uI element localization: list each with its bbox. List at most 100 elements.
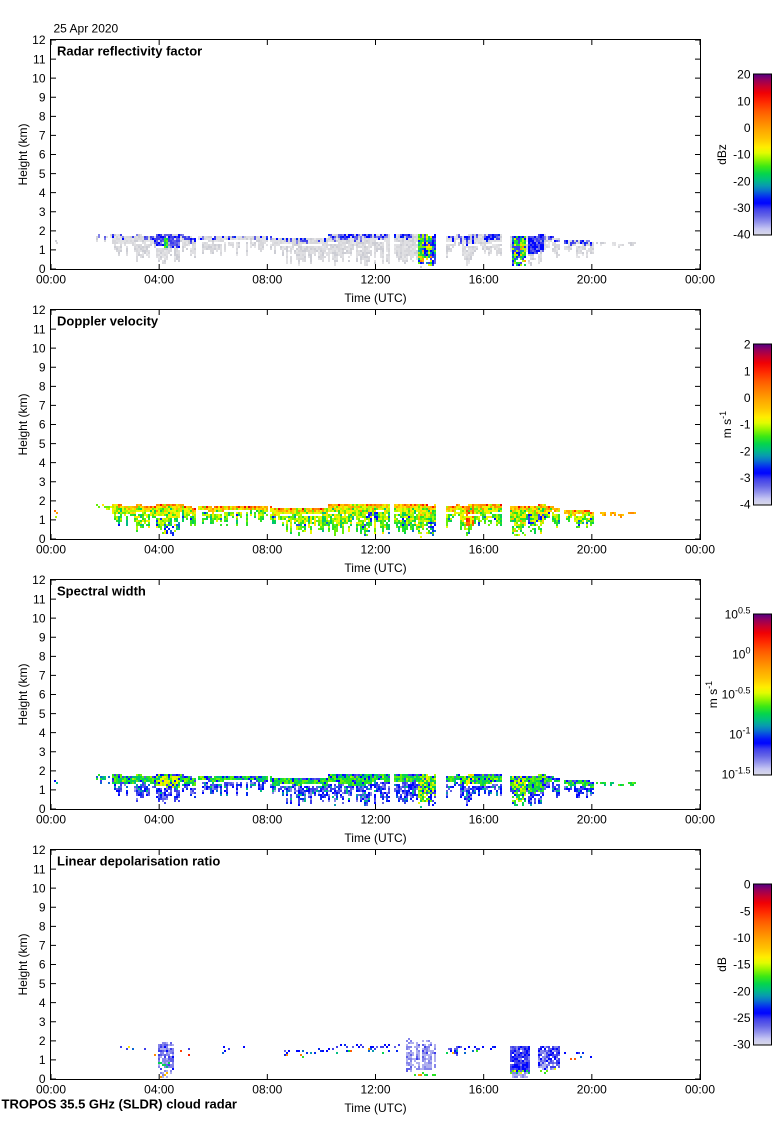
svg-text:5: 5 bbox=[39, 707, 46, 721]
svg-text:-1: -1 bbox=[740, 418, 751, 432]
svg-text:08:00: 08:00 bbox=[252, 813, 282, 827]
svg-text:-30: -30 bbox=[733, 201, 751, 215]
svg-text:0: 0 bbox=[39, 802, 46, 816]
svg-text:00:00: 00:00 bbox=[36, 273, 66, 287]
svg-text:1: 1 bbox=[39, 1053, 46, 1067]
svg-text:2: 2 bbox=[39, 224, 46, 238]
svg-text:00:00: 00:00 bbox=[685, 273, 715, 287]
svg-text:16:00: 16:00 bbox=[469, 273, 499, 287]
svg-text:12: 12 bbox=[32, 843, 46, 857]
svg-text:20: 20 bbox=[737, 68, 751, 82]
svg-text:11: 11 bbox=[33, 862, 46, 876]
svg-text:11: 11 bbox=[33, 52, 46, 66]
svg-text:0: 0 bbox=[744, 878, 751, 892]
svg-text:00:00: 00:00 bbox=[685, 813, 715, 827]
svg-text:20:00: 20:00 bbox=[577, 813, 607, 827]
svg-text:Linear depolarisation ratio: Linear depolarisation ratio bbox=[57, 854, 220, 869]
svg-text:00:00: 00:00 bbox=[685, 1083, 715, 1097]
svg-text:20:00: 20:00 bbox=[577, 1083, 607, 1097]
svg-text:-10: -10 bbox=[733, 148, 751, 162]
svg-text:-20: -20 bbox=[733, 174, 751, 188]
svg-text:-4: -4 bbox=[740, 498, 751, 512]
svg-text:8: 8 bbox=[39, 650, 46, 664]
svg-text:2: 2 bbox=[744, 338, 751, 352]
svg-text:1: 1 bbox=[39, 783, 46, 797]
svg-text:3: 3 bbox=[39, 475, 46, 489]
svg-text:-30: -30 bbox=[733, 1038, 751, 1052]
svg-text:-25: -25 bbox=[733, 1011, 751, 1025]
svg-text:8: 8 bbox=[39, 920, 46, 934]
svg-text:1: 1 bbox=[744, 364, 751, 378]
svg-text:Doppler velocity: Doppler velocity bbox=[57, 314, 159, 329]
svg-text:7: 7 bbox=[39, 399, 46, 413]
svg-text:04:00: 04:00 bbox=[144, 1083, 174, 1097]
svg-text:dB: dB bbox=[715, 957, 729, 972]
svg-text:5: 5 bbox=[39, 977, 46, 991]
svg-text:12: 12 bbox=[32, 573, 46, 587]
svg-text:12:00: 12:00 bbox=[360, 1083, 390, 1097]
svg-text:6: 6 bbox=[39, 688, 46, 702]
svg-text:4: 4 bbox=[39, 186, 46, 200]
svg-text:-2: -2 bbox=[740, 444, 751, 458]
svg-text:7: 7 bbox=[39, 669, 46, 683]
svg-text:6: 6 bbox=[39, 958, 46, 972]
svg-text:8: 8 bbox=[39, 380, 46, 394]
svg-text:10: 10 bbox=[737, 94, 751, 108]
svg-text:Spectral width: Spectral width bbox=[57, 584, 146, 599]
svg-text:0: 0 bbox=[39, 1072, 46, 1086]
svg-text:6: 6 bbox=[39, 418, 46, 432]
svg-text:3: 3 bbox=[39, 745, 46, 759]
svg-text:12:00: 12:00 bbox=[360, 813, 390, 827]
svg-text:Time (UTC): Time (UTC) bbox=[344, 831, 406, 845]
svg-text:7: 7 bbox=[39, 129, 46, 143]
svg-text:04:00: 04:00 bbox=[144, 813, 174, 827]
svg-text:-15: -15 bbox=[733, 958, 751, 972]
svg-text:Time (UTC): Time (UTC) bbox=[344, 561, 406, 575]
svg-text:5: 5 bbox=[39, 437, 46, 451]
svg-text:9: 9 bbox=[39, 631, 46, 645]
svg-text:Height (km): Height (km) bbox=[16, 933, 30, 995]
svg-text:10: 10 bbox=[32, 611, 46, 625]
svg-text:00:00: 00:00 bbox=[685, 543, 715, 557]
svg-text:-10: -10 bbox=[733, 931, 751, 945]
svg-text:12:00: 12:00 bbox=[360, 543, 390, 557]
svg-text:20:00: 20:00 bbox=[577, 543, 607, 557]
svg-text:10: 10 bbox=[32, 881, 46, 895]
svg-text:10: 10 bbox=[32, 71, 46, 85]
svg-text:-5: -5 bbox=[740, 904, 751, 918]
svg-text:12: 12 bbox=[32, 33, 46, 47]
svg-text:00:00: 00:00 bbox=[36, 543, 66, 557]
svg-text:9: 9 bbox=[39, 901, 46, 915]
svg-text:1: 1 bbox=[39, 513, 46, 527]
svg-text:16:00: 16:00 bbox=[469, 543, 499, 557]
svg-text:4: 4 bbox=[39, 726, 46, 740]
svg-text:9: 9 bbox=[39, 360, 46, 374]
svg-text:00:00: 00:00 bbox=[36, 813, 66, 827]
svg-text:TROPOS 35.5 GHz (SLDR) cloud r: TROPOS 35.5 GHz (SLDR) cloud radar bbox=[2, 1097, 238, 1112]
svg-text:3: 3 bbox=[39, 205, 46, 219]
svg-text:4: 4 bbox=[39, 456, 46, 470]
svg-text:0: 0 bbox=[744, 121, 751, 135]
svg-text:0: 0 bbox=[39, 262, 46, 276]
svg-text:Time (UTC): Time (UTC) bbox=[344, 291, 406, 305]
svg-text:3: 3 bbox=[39, 1015, 46, 1029]
svg-text:dBz: dBz bbox=[715, 144, 729, 165]
svg-text:2: 2 bbox=[39, 494, 46, 508]
svg-text:0: 0 bbox=[744, 391, 751, 405]
svg-text:4: 4 bbox=[39, 996, 46, 1010]
svg-text:16:00: 16:00 bbox=[469, 813, 499, 827]
svg-text:0: 0 bbox=[39, 532, 46, 546]
svg-text:5: 5 bbox=[39, 167, 46, 181]
svg-text:04:00: 04:00 bbox=[144, 543, 174, 557]
svg-text:9: 9 bbox=[39, 91, 46, 105]
svg-text:Radar reflectivity factor: Radar reflectivity factor bbox=[57, 44, 202, 59]
svg-text:12:00: 12:00 bbox=[360, 273, 390, 287]
svg-text:25 Apr 2020: 25 Apr 2020 bbox=[54, 22, 119, 36]
svg-text:Time (UTC): Time (UTC) bbox=[344, 1101, 406, 1115]
svg-text:04:00: 04:00 bbox=[144, 273, 174, 287]
svg-text:-20: -20 bbox=[733, 984, 751, 998]
svg-text:-40: -40 bbox=[733, 228, 751, 242]
svg-text:2: 2 bbox=[39, 1034, 46, 1048]
svg-text:11: 11 bbox=[33, 592, 46, 606]
svg-text:2: 2 bbox=[39, 764, 46, 778]
